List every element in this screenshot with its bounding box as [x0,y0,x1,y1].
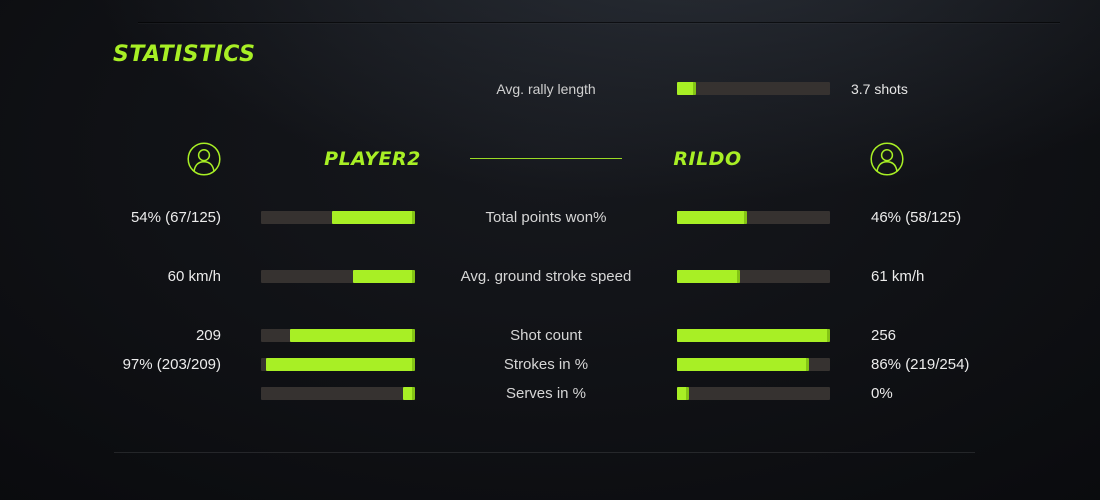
stat-bar-right [677,211,830,224]
stat-bar-right [677,358,830,371]
stat-bar-right [677,387,830,400]
player-left-name: PLAYER2 [324,148,421,170]
center-divider-line [470,158,622,159]
stat-bar-left [261,387,415,400]
rally-length-row: Avg. rally length 3.7 shots [0,76,1100,102]
stat-bar-right [677,270,830,283]
stat-row-total-points: 54% (67/125) Total points won% 46% (58/1… [0,205,1100,231]
stat-value-right: 61 km/h [871,268,925,285]
stat-row-strokes-in: 97% (203/209) Strokes in % 86% (219/254) [0,352,1100,378]
stat-bar-right-fill [677,358,809,371]
rally-length-bar-fill [677,82,697,95]
stat-value-left: 97% (203/209) [122,356,221,373]
stat-bar-left [261,358,415,371]
stat-value-right: 46% (58/125) [871,209,962,226]
stat-label: Serves in % [505,385,587,402]
stat-value-left: 60 km/h [167,268,221,285]
rally-length-label: Avg. rally length [496,81,596,97]
player-left-avatar-icon [187,142,221,176]
stat-bar-left [261,270,415,283]
stat-bar-right-fill [677,270,740,283]
stat-bar-left [261,211,415,224]
stat-bar-left-fill [353,270,415,283]
stat-bar-right-fill [677,387,690,400]
player-right-avatar-icon [870,142,904,176]
top-divider [138,22,1060,23]
player-right-name: RILDO [673,148,742,170]
page-title: STATISTICS [113,42,256,67]
stat-bar-left [261,329,415,342]
bottom-divider [114,452,975,453]
stat-label: Avg. ground stroke speed [460,268,632,285]
stat-bar-right-fill [677,329,830,342]
stat-value-left: 209 [195,327,221,344]
stat-bar-right [677,329,830,342]
stat-row-serves-in: Serves in % 0% [0,381,1100,407]
rally-length-value: 3.7 shots [851,81,908,97]
stat-bar-left-fill [331,211,415,224]
stat-bar-left-fill [290,329,415,342]
stat-value-right: 0% [871,385,893,402]
stat-value-right: 86% (219/254) [871,356,970,373]
stat-value-right: 256 [871,327,897,344]
stat-row-ground-stroke-speed: 60 km/h Avg. ground stroke speed 61 km/h [0,264,1100,290]
stat-label: Shot count [510,327,582,344]
rally-length-bar [677,82,830,95]
stat-value-left [0,381,221,407]
stat-row-shot-count: 209 Shot count 256 [0,323,1100,349]
stat-bar-left-fill [402,387,415,400]
stat-bar-right-fill [677,211,748,224]
stat-bar-left-fill [265,358,415,371]
stat-value-left: 54% (67/125) [130,209,221,226]
stat-label: Total points won% [485,209,607,226]
stat-label: Strokes in % [503,356,589,373]
